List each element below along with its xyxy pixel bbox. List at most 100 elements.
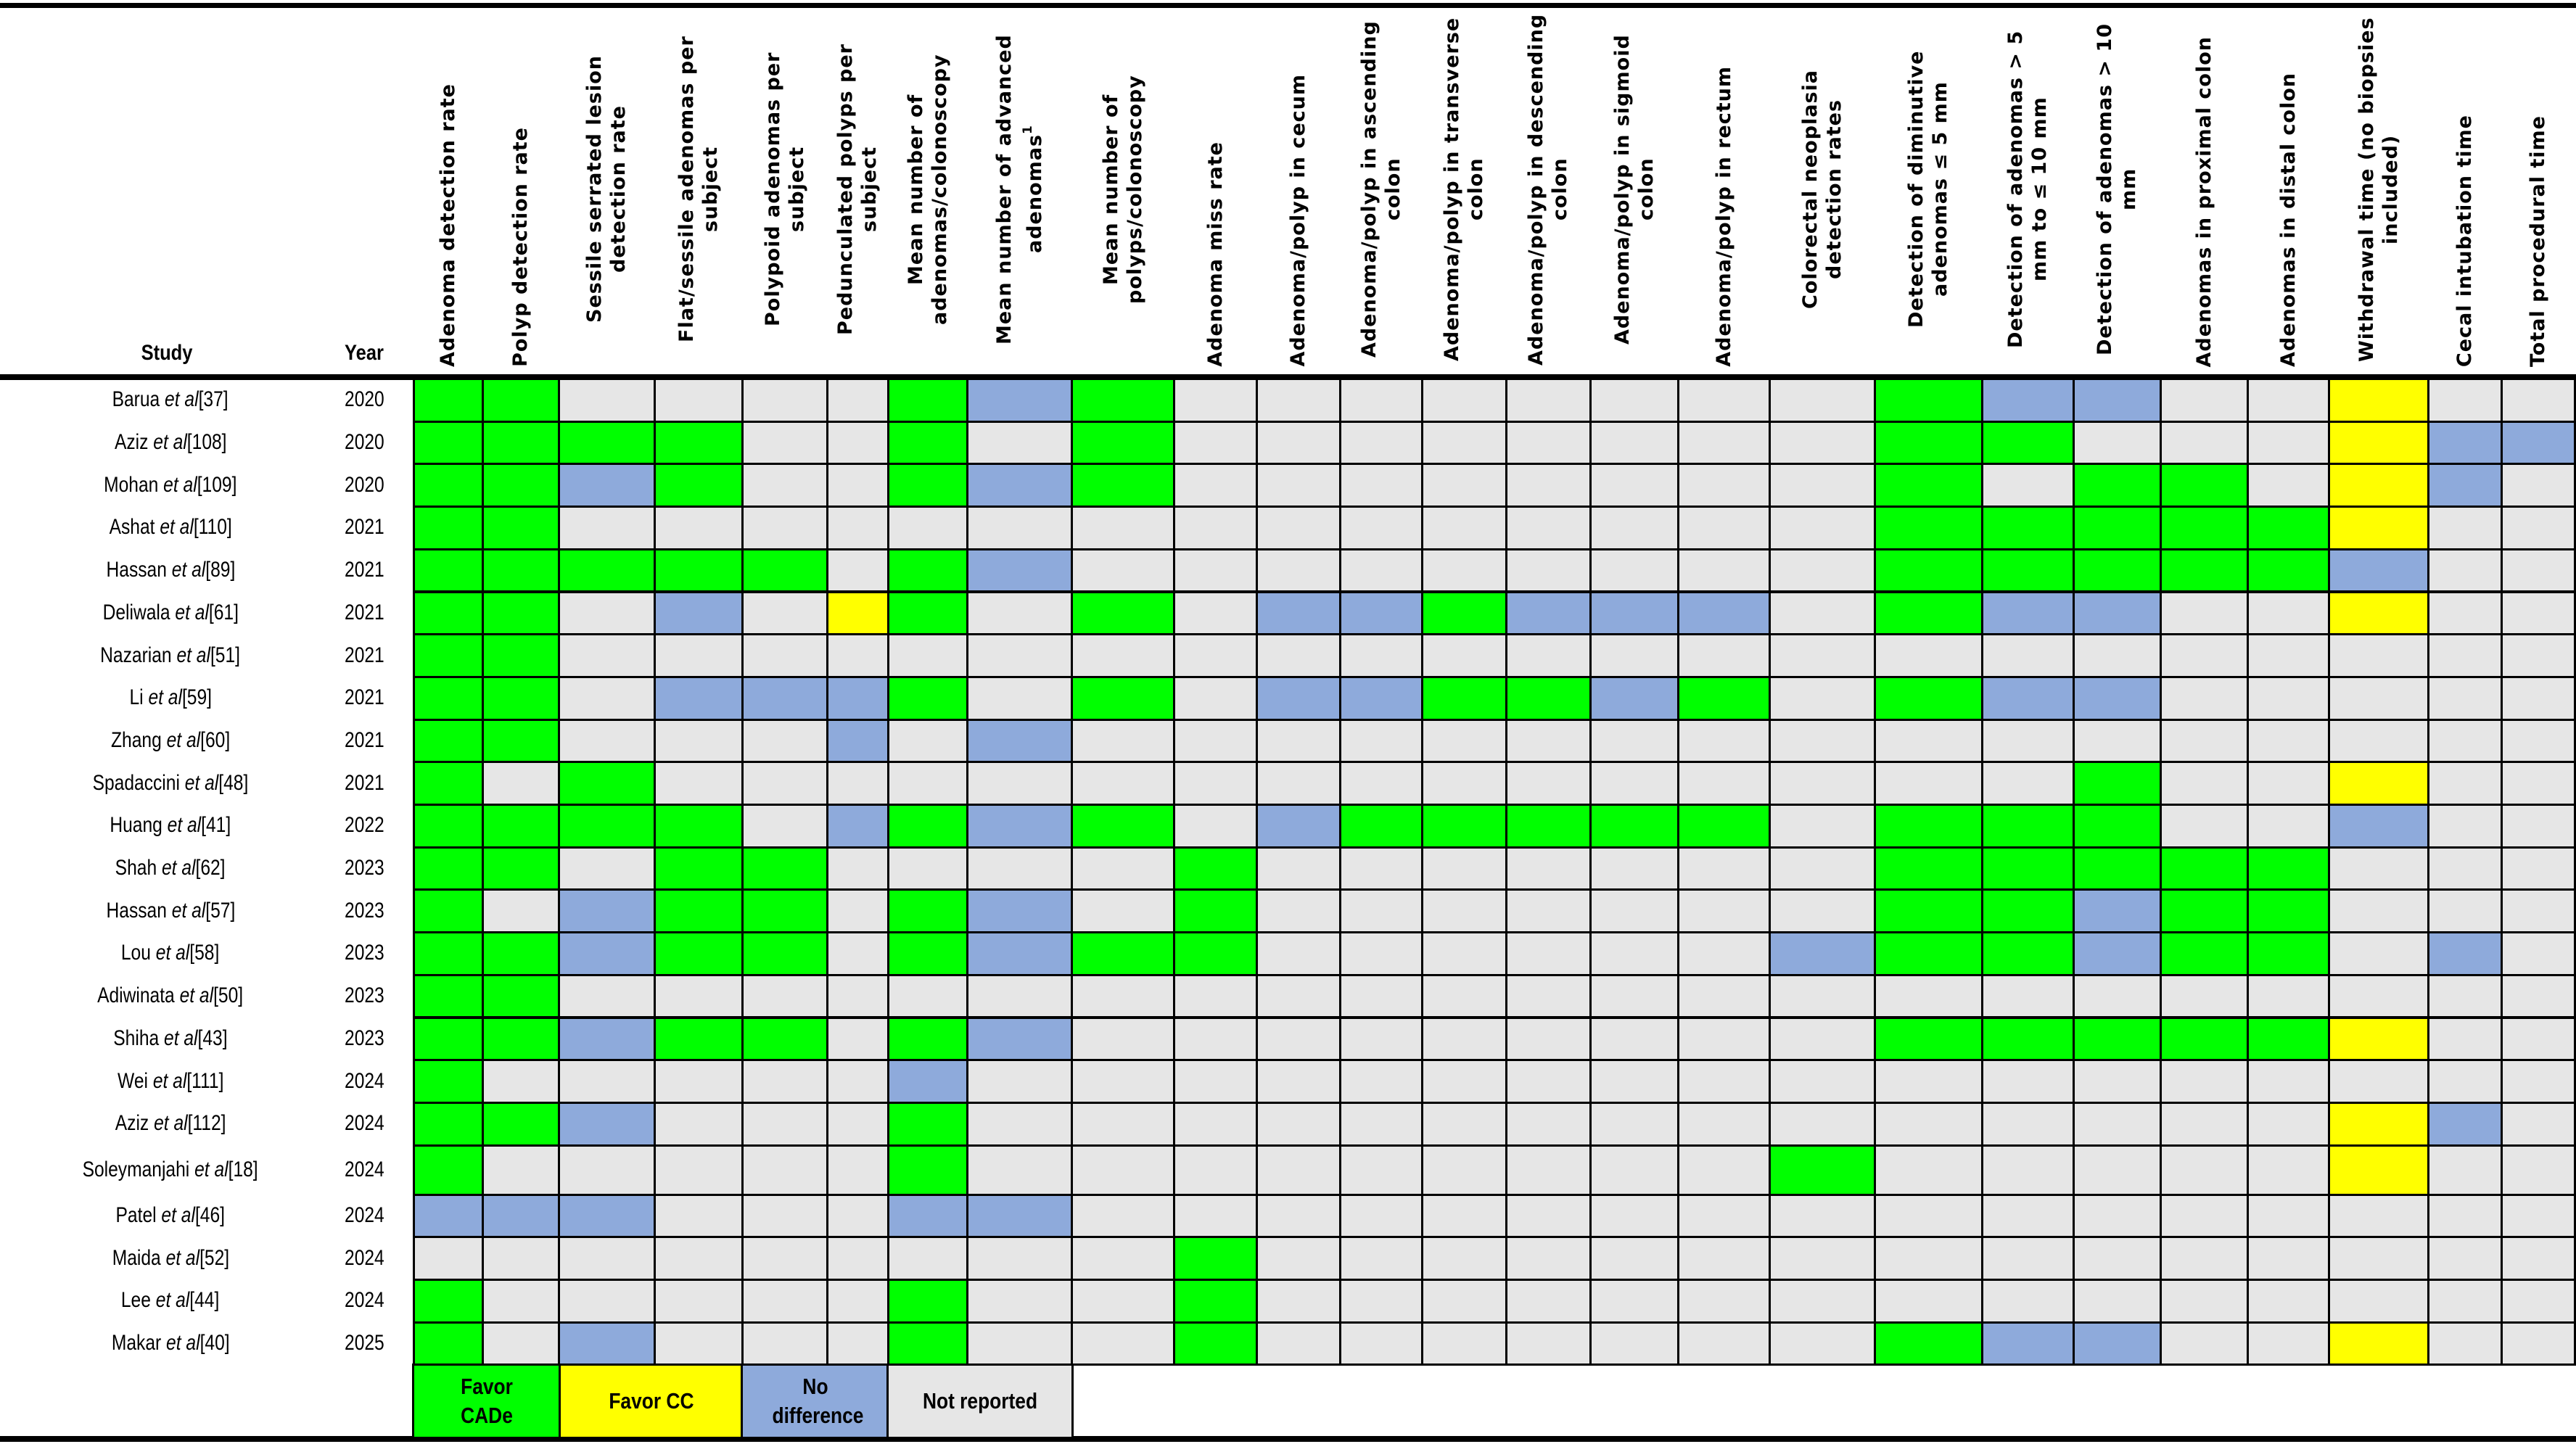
result-cell: [1173, 1321, 1258, 1366]
result-cell: [482, 1236, 560, 1281]
column-header-label: Polypoid adenomas per subject: [761, 51, 808, 327]
result-cell: [887, 1321, 968, 1366]
study-label: Makar et al[40]: [111, 1331, 230, 1356]
result-cell: [482, 1321, 560, 1366]
result-cell: [654, 1193, 744, 1239]
result-cell: [1589, 931, 1679, 976]
column-header-label: Cecal intubation time: [2453, 114, 2476, 367]
result-cell: [1981, 506, 2075, 550]
result-cell: [654, 846, 744, 891]
column-header-label: Pedunculated polyps per subject: [834, 44, 881, 336]
result-cell: [1769, 548, 1876, 593]
result-cell: [1677, 548, 1771, 593]
result-cell: [966, 1236, 1073, 1281]
result-cell: [966, 761, 1073, 806]
result-cell: [1589, 548, 1679, 593]
result-cell: [1505, 590, 1592, 636]
year-label: 2021: [345, 643, 384, 667]
result-cell: [1421, 506, 1507, 550]
result-cell: [2427, 888, 2503, 934]
result-cell: [558, 378, 656, 423]
result-cell: [966, 463, 1073, 508]
result-cell: [1339, 463, 1423, 508]
result-cell: [413, 675, 484, 721]
result-cell: [2427, 973, 2503, 1019]
year-label: 2022: [345, 813, 384, 838]
result-cell: [558, 1016, 656, 1062]
column-header: Adenomas in distal colon: [2247, 10, 2329, 373]
result-cell: [1071, 718, 1175, 764]
result-cell: [2247, 846, 2330, 891]
result-cell: [1173, 931, 1258, 976]
year-label: 2023: [345, 898, 384, 923]
study-label: Soleymanjahi et al[18]: [82, 1157, 259, 1181]
result-cell: [1769, 633, 1876, 678]
result-cell: [1071, 378, 1175, 423]
result-cell: [1071, 1016, 1175, 1062]
result-cell: [1256, 1101, 1341, 1147]
result-cell: [2073, 1193, 2162, 1239]
result-cell: [1677, 973, 1771, 1019]
result-cell: [2073, 548, 2162, 593]
result-cell: [1256, 804, 1341, 849]
result-cell: [2160, 846, 2249, 891]
result-cell: [558, 846, 656, 891]
result-cell: [2247, 1144, 2330, 1196]
result-cell: [1981, 463, 2075, 508]
study-label: Lee et al[44]: [121, 1288, 220, 1313]
legend-not-reported: Not reported: [886, 1363, 1074, 1439]
result-cell: [1769, 718, 1876, 764]
result-cell: [1677, 675, 1771, 721]
result-cell: [2501, 846, 2576, 891]
result-cell: [1421, 590, 1507, 636]
result-cell: [2073, 590, 2162, 636]
result-cell: [2073, 1321, 2162, 1366]
result-cell: [2501, 378, 2576, 423]
result-cell: [2073, 718, 2162, 764]
result-cell: [482, 931, 560, 976]
result-cell: [1589, 1059, 1679, 1104]
column-header-label: Adenoma/polyp in descending colon: [1525, 13, 1571, 366]
result-cell: [558, 973, 656, 1019]
result-cell: [558, 548, 656, 593]
result-cell: [1677, 1321, 1771, 1366]
result-cell: [2247, 718, 2330, 764]
result-cell: [558, 761, 656, 806]
column-header-label: Adenoma miss rate: [1203, 141, 1227, 367]
result-cell: [2427, 463, 2503, 508]
result-cell: [482, 548, 560, 593]
result-cell: [826, 1016, 889, 1062]
result-cell: [558, 1144, 656, 1196]
result-cell: [1421, 675, 1507, 721]
result-cell: [826, 1321, 889, 1366]
result-cell: [1256, 590, 1341, 636]
result-cell: [1256, 846, 1341, 891]
result-cell: [654, 420, 744, 466]
result-cell: [887, 420, 968, 466]
result-cell: [2160, 675, 2249, 721]
result-cell: [2247, 973, 2330, 1019]
result-cell: [1421, 718, 1507, 764]
result-cell: [1677, 1016, 1771, 1062]
column-header-label: Adenoma/polyp in rectum: [1712, 66, 1735, 367]
result-cell: [1874, 973, 1983, 1019]
result-cell: [2328, 1101, 2429, 1147]
result-cell: [887, 846, 968, 891]
result-cell: [482, 973, 560, 1019]
result-cell: [2247, 548, 2330, 593]
result-cell: [2328, 888, 2429, 934]
result-cell: [2501, 1059, 2576, 1104]
result-cell: [1874, 888, 1983, 934]
result-cell: [1071, 761, 1175, 806]
result-cell: [966, 1101, 1073, 1147]
result-cell: [2160, 718, 2249, 764]
result-cell: [482, 590, 560, 636]
result-cell: [1505, 761, 1592, 806]
study-label: Mohan et al[109]: [104, 472, 237, 497]
result-cell: [1173, 378, 1258, 423]
result-cell: [1505, 1279, 1592, 1324]
result-cell: [1173, 973, 1258, 1019]
column-header-label: Mean number of advanced adenomas1: [992, 34, 1046, 345]
result-cell: [1256, 1321, 1341, 1366]
result-cell: [558, 463, 656, 508]
